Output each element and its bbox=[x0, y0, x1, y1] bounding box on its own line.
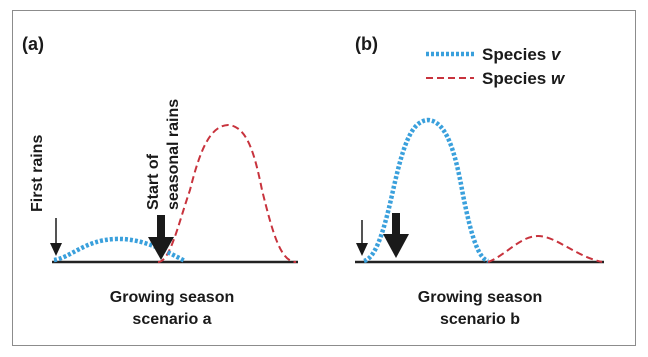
panel-a: (a) First rains Start of seasonal rains … bbox=[22, 34, 298, 328]
panel-a-species-w-curve bbox=[157, 123, 297, 263]
legend: Species v Species w bbox=[426, 45, 566, 88]
seasonal-rains-label-line1: Start of bbox=[145, 153, 162, 210]
panel-b-letter: (b) bbox=[355, 34, 378, 54]
panel-a-caption-line2: scenario a bbox=[132, 311, 211, 328]
legend-species-w-label: Species w bbox=[482, 69, 566, 88]
legend-species-v-letter: v bbox=[551, 45, 562, 64]
panel-b: (b) Growing season scenario b bbox=[355, 34, 604, 328]
panel-b-caption-line1: Growing season bbox=[418, 289, 542, 306]
first-rains-label: First rains bbox=[29, 135, 46, 212]
panel-b-first-rains-arrow bbox=[356, 220, 368, 256]
panel-a-caption-line1: Growing season bbox=[110, 289, 234, 306]
legend-species-v-label: Species v bbox=[482, 45, 562, 64]
panel-b-seasonal-rains-arrow bbox=[383, 213, 409, 258]
panel-a-first-rains-arrow bbox=[50, 218, 62, 256]
panel-a-letter: (a) bbox=[22, 34, 44, 54]
figure-frame bbox=[12, 10, 636, 346]
panel-b-species-v-curve bbox=[363, 117, 490, 264]
legend-species-w-prefix: Species bbox=[482, 69, 551, 88]
panel-b-caption-line2: scenario b bbox=[440, 311, 520, 328]
legend-species-w-letter: w bbox=[551, 69, 566, 88]
panel-b-species-w-curve bbox=[487, 234, 603, 263]
panel-a-seasonal-rains-arrow bbox=[148, 215, 174, 260]
seasonal-rains-label-line2: seasonal rains bbox=[165, 99, 182, 210]
legend-species-v-prefix: Species bbox=[482, 45, 551, 64]
